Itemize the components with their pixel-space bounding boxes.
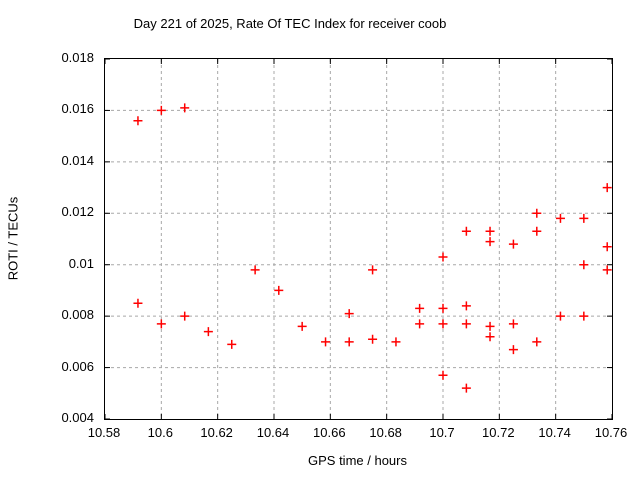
x-tick-label: 10.72 — [482, 425, 515, 440]
y-tick-label: 0.018 — [61, 50, 94, 65]
data-point-marker — [156, 319, 166, 329]
data-point-marker — [438, 252, 448, 262]
data-point-marker — [461, 383, 471, 393]
data-point-marker — [297, 321, 307, 331]
data-point-marker — [344, 337, 354, 347]
y-axis-title: ROTI / TECUs — [5, 196, 21, 281]
data-point-marker — [415, 319, 425, 329]
plot-svg — [105, 59, 612, 419]
y-tick-label: 0.014 — [61, 152, 94, 168]
data-point-marker — [579, 311, 589, 321]
data-point-marker — [250, 265, 260, 275]
data-point-marker — [438, 370, 448, 380]
chart-title: Day 221 of 2025, Rate Of TEC Index for r… — [133, 16, 447, 31]
y-tick-label: 0.012 — [61, 204, 94, 220]
data-point-marker — [321, 337, 331, 347]
x-tick-label: 10.66 — [313, 425, 346, 440]
data-point-marker — [485, 321, 495, 331]
x-tick-label: 10.68 — [369, 425, 402, 440]
x-axis-title: GPS time / hours — [308, 453, 407, 468]
data-point-marker — [532, 226, 542, 236]
data-point-marker — [602, 242, 612, 252]
data-point-marker — [368, 265, 378, 275]
data-point-marker — [508, 345, 518, 355]
data-point-marker — [508, 319, 518, 329]
x-tick-label: 10.76 — [594, 425, 628, 440]
data-point-marker — [438, 303, 448, 313]
data-point-marker — [461, 301, 471, 311]
data-point-marker — [602, 265, 612, 275]
data-point-marker — [461, 226, 471, 236]
y-tick-label: 0.004 — [61, 410, 94, 425]
data-point-marker — [461, 319, 471, 329]
x-tick-label: 10.7 — [429, 425, 455, 440]
x-tick-label: 10.64 — [256, 425, 290, 440]
data-point-marker — [602, 183, 612, 193]
plot-area — [104, 58, 613, 420]
data-point-marker — [180, 103, 190, 113]
y-tick-label: 0.01 — [68, 255, 94, 271]
data-point-marker — [485, 226, 495, 236]
data-point-marker — [203, 327, 213, 337]
data-point-marker — [555, 213, 565, 223]
x-tick-label: 10.74 — [538, 425, 571, 440]
data-point-marker — [391, 337, 401, 347]
x-tick-label: 10.62 — [200, 425, 233, 440]
y-tick-label: 0.016 — [61, 101, 94, 117]
data-point-marker — [508, 239, 518, 249]
data-point-marker — [133, 298, 143, 308]
x-tick-label: 10.6 — [147, 425, 173, 440]
data-point-marker — [485, 332, 495, 342]
data-point-marker — [227, 339, 237, 349]
data-point-marker — [368, 334, 378, 344]
data-point-marker — [532, 337, 542, 347]
data-point-marker — [180, 311, 190, 321]
data-point-marker — [485, 237, 495, 247]
data-point-marker — [579, 260, 589, 270]
data-point-marker — [579, 213, 589, 223]
data-point-marker — [344, 309, 354, 319]
y-tick-label: 0.006 — [61, 358, 94, 374]
data-point-marker — [438, 319, 448, 329]
data-point-marker — [133, 116, 143, 126]
data-point-marker — [555, 311, 565, 321]
y-tick-label: 0.008 — [61, 307, 94, 323]
data-point-marker — [156, 105, 166, 115]
data-point-marker — [415, 303, 425, 313]
x-tick-label: 10.58 — [87, 425, 121, 440]
data-point-marker — [274, 285, 284, 295]
data-point-marker — [532, 208, 542, 218]
